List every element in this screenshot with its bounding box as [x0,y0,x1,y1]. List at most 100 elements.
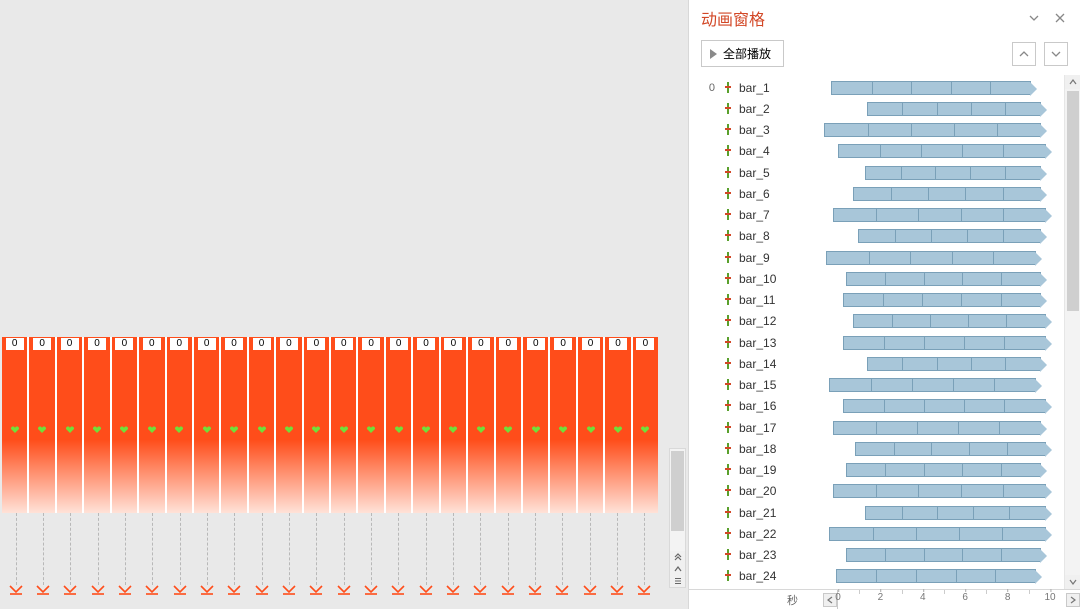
double-up-icon[interactable] [670,551,685,563]
timeline-bar[interactable] [843,336,1045,350]
slide-bar[interactable]: 0 [2,337,27,513]
animation-row[interactable]: bar_6 [699,183,1064,204]
animation-timeline[interactable] [819,165,1060,181]
animation-timeline[interactable] [819,547,1060,563]
scrollbar-thumb[interactable] [1067,91,1079,311]
scroll-up-icon[interactable] [1065,75,1080,89]
animation-timeline[interactable] [819,271,1060,287]
scroll-down-icon[interactable] [1065,575,1080,589]
animation-timeline[interactable] [819,420,1060,436]
move-up-button[interactable] [1012,42,1036,66]
slide-bar[interactable]: 0 [137,337,164,513]
animation-row[interactable]: bar_2 [699,98,1064,119]
animation-row[interactable]: bar_10 [699,268,1064,289]
slide-bar[interactable]: 0 [165,337,192,513]
timeline-bar[interactable] [829,527,1046,541]
slide-bar[interactable]: 0 [302,337,329,513]
animation-row[interactable]: bar_16 [699,396,1064,417]
slide-bar[interactable]: 0 [411,337,438,513]
slide-bar[interactable]: 0 [82,337,109,513]
timeline-bar[interactable] [846,548,1041,562]
timeline-bar[interactable] [843,293,1041,307]
animation-timeline[interactable] [819,250,1060,266]
animation-timeline[interactable] [819,207,1060,223]
timeline-bar[interactable] [826,251,1036,265]
slide-bar[interactable]: 0 [439,337,466,513]
move-down-button[interactable] [1044,42,1068,66]
slide-bar[interactable]: 0 [219,337,246,513]
animation-timeline[interactable] [819,101,1060,117]
timeline-bar[interactable] [853,187,1041,201]
slide-bar[interactable]: 0 [603,337,630,513]
slide-bar[interactable]: 0 [548,337,575,513]
timeline-bar[interactable] [858,229,1041,243]
animation-row[interactable]: bar_19 [699,460,1064,481]
animation-timeline[interactable] [819,441,1060,457]
slide-canvas[interactable]: 000000000000000000000000 [0,0,660,570]
scrollbar-thumb[interactable] [671,451,684,531]
animation-row[interactable]: bar_21 [699,502,1064,523]
slide-bar[interactable]: 0 [55,337,82,513]
timeline-bar[interactable] [843,399,1045,413]
timeline-bar[interactable] [831,81,1031,95]
animation-row[interactable]: bar_20 [699,481,1064,502]
animation-timeline[interactable] [819,313,1060,329]
slide-bar[interactable]: 0 [466,337,493,513]
animation-timeline[interactable] [819,186,1060,202]
timeline-bar[interactable] [867,357,1041,371]
slide-bar[interactable]: 0 [247,337,274,513]
animation-timeline[interactable] [819,122,1060,138]
timeline-bar[interactable] [838,144,1045,158]
slide-bar[interactable]: 0 [192,337,219,513]
animation-list[interactable]: 0bar_1bar_2bar_3bar_4bar_5bar_6bar_7bar_… [689,75,1064,587]
timeline-bar[interactable] [836,569,1036,583]
ruler-scroll-right-icon[interactable] [1066,593,1080,607]
close-icon[interactable] [1052,10,1068,26]
slide-vertical-scrollbar[interactable] [669,448,686,588]
timeline-bar[interactable] [846,272,1041,286]
animation-row[interactable]: bar_12 [699,311,1064,332]
animation-timeline[interactable] [819,526,1060,542]
slide-bar[interactable]: 0 [631,337,658,513]
up-icon[interactable] [670,563,685,575]
animation-timeline[interactable] [819,356,1060,372]
ruler-track[interactable]: 0246810 [837,590,1050,609]
animation-row[interactable]: bar_14 [699,353,1064,374]
animation-timeline[interactable] [819,143,1060,159]
timeline-bar[interactable] [867,102,1041,116]
animation-row[interactable]: bar_5 [699,162,1064,183]
animation-row[interactable]: bar_8 [699,226,1064,247]
animation-timeline[interactable] [819,228,1060,244]
animation-timeline[interactable] [819,505,1060,521]
animation-row[interactable]: bar_4 [699,141,1064,162]
animation-row[interactable]: bar_23 [699,545,1064,566]
play-all-button[interactable]: 全部播放 [701,40,784,67]
animation-row[interactable]: bar_22 [699,523,1064,544]
slide-bar[interactable]: 0 [384,337,411,513]
timeline-bar[interactable] [853,314,1046,328]
pane-options-icon[interactable] [1026,10,1042,26]
animation-row[interactable]: bar_13 [699,332,1064,353]
timeline-bar[interactable] [833,484,1045,498]
timeline-bar[interactable] [865,506,1046,520]
animation-row[interactable]: 0bar_1 [699,77,1064,98]
menu-icon[interactable] [670,575,685,587]
animation-timeline[interactable] [819,398,1060,414]
timeline-bar[interactable] [865,166,1041,180]
timeline-bar[interactable] [846,463,1041,477]
animation-timeline[interactable] [819,335,1060,351]
slide-bar[interactable]: 0 [329,337,356,513]
animation-timeline[interactable] [819,483,1060,499]
slide-bar[interactable]: 0 [110,337,137,513]
pane-vertical-scrollbar[interactable] [1064,75,1080,589]
animation-row[interactable]: bar_3 [699,120,1064,141]
slide-bar[interactable]: 0 [521,337,548,513]
animation-row[interactable]: bar_17 [699,417,1064,438]
slide-bar[interactable]: 0 [494,337,521,513]
animation-timeline[interactable] [819,80,1060,96]
animation-timeline[interactable] [819,292,1060,308]
animation-timeline[interactable] [819,462,1060,478]
animation-row[interactable]: bar_9 [699,247,1064,268]
timeline-bar[interactable] [829,378,1036,392]
animation-row[interactable]: bar_18 [699,438,1064,459]
